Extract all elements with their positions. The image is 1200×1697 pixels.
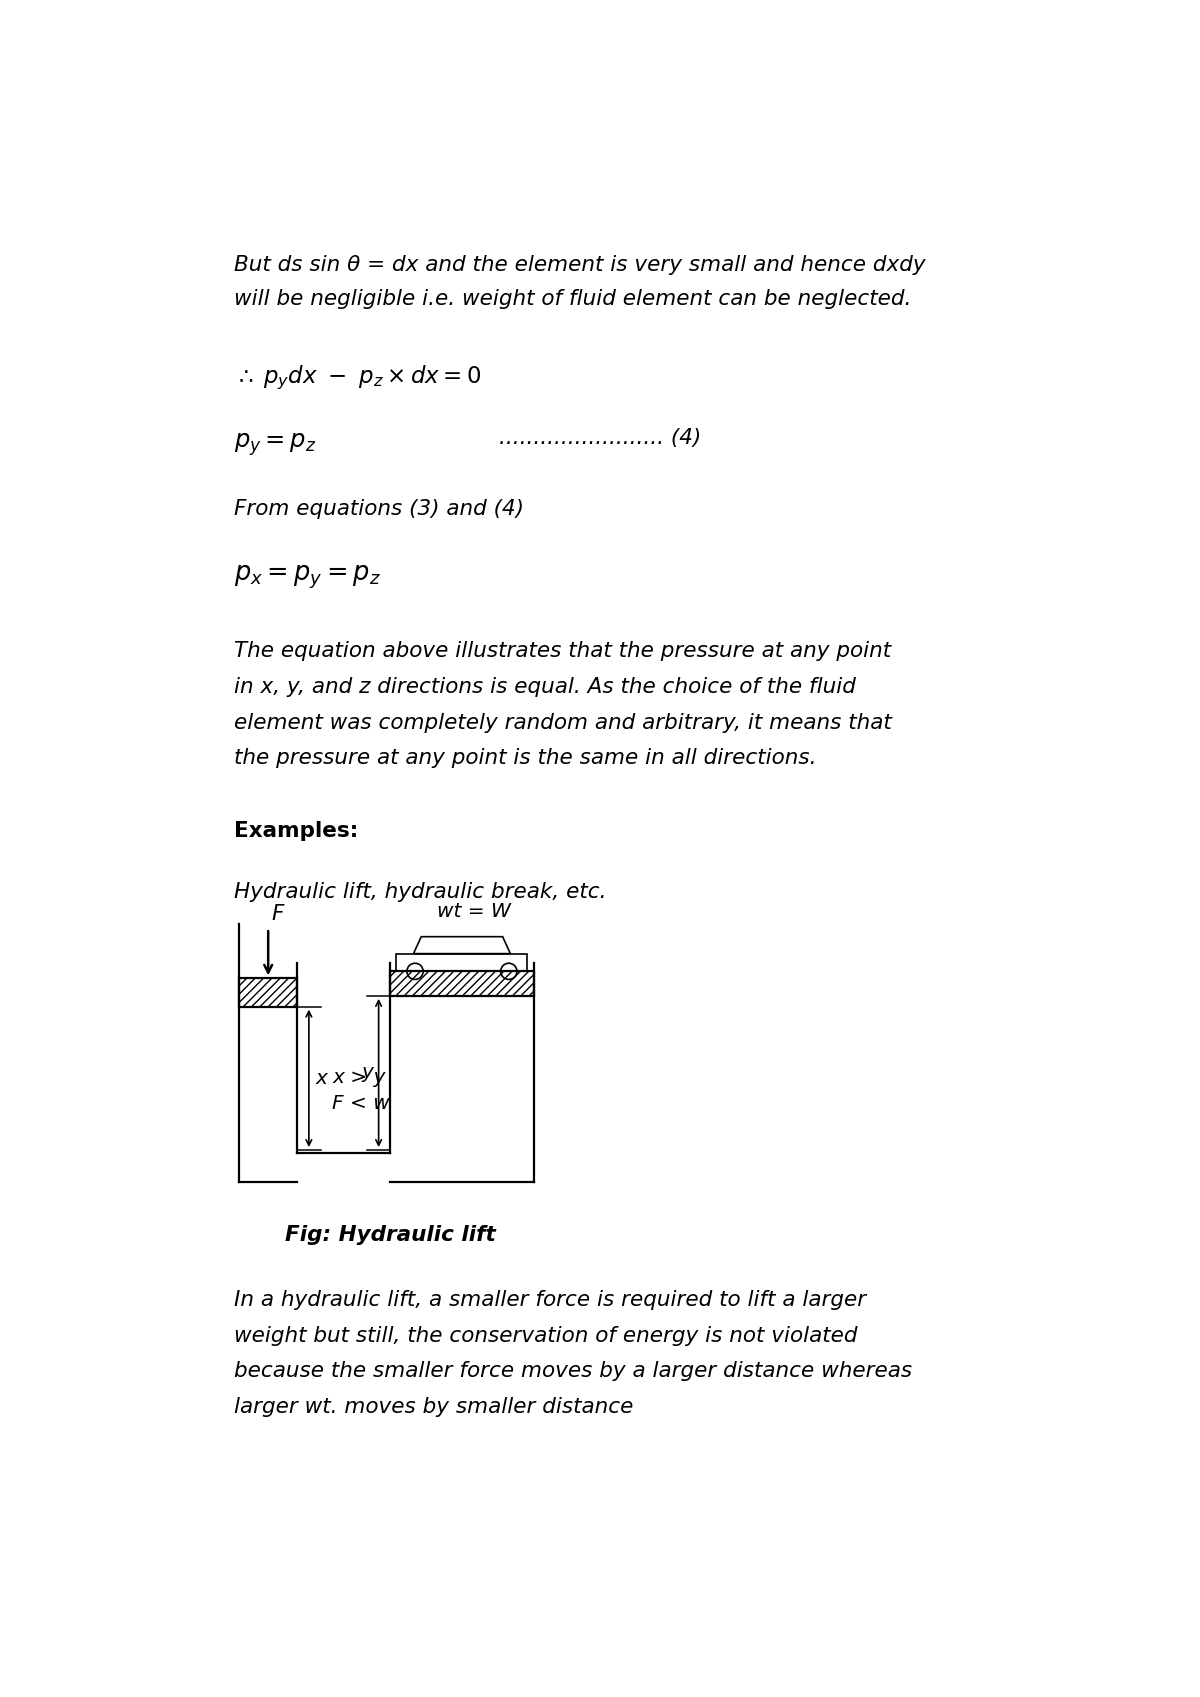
- Text: in x, y, and z directions is equal. As the choice of the fluid: in x, y, and z directions is equal. As t…: [234, 677, 856, 697]
- Text: Fig: Hydraulic lift: Fig: Hydraulic lift: [284, 1225, 496, 1244]
- Text: because the smaller force moves by a larger distance whereas: because the smaller force moves by a lar…: [234, 1361, 912, 1381]
- Text: will be negligible i.e. weight of fluid element can be neglected.: will be negligible i.e. weight of fluid …: [234, 288, 911, 309]
- FancyBboxPatch shape: [390, 971, 534, 996]
- Text: F: F: [271, 903, 283, 923]
- Text: weight but still, the conservation of energy is not violated: weight but still, the conservation of en…: [234, 1325, 857, 1346]
- Text: y: y: [361, 1064, 373, 1083]
- Text: $p_y = p_z$: $p_y = p_z$: [234, 431, 317, 458]
- Text: ........................ (4): ........................ (4): [499, 428, 701, 448]
- Text: The equation above illustrates that the pressure at any point: The equation above illustrates that the …: [234, 641, 890, 662]
- Text: From equations (3) and (4): From equations (3) and (4): [234, 499, 523, 519]
- Text: larger wt. moves by smaller distance: larger wt. moves by smaller distance: [234, 1397, 634, 1417]
- Text: wt = W: wt = W: [437, 901, 510, 920]
- Text: $p_x = p_y = p_z$: $p_x = p_y = p_z$: [234, 563, 380, 591]
- Text: $p_y dx\ -\ p_z \times dx = 0$: $p_y dx\ -\ p_z \times dx = 0$: [263, 363, 481, 392]
- FancyBboxPatch shape: [239, 977, 298, 1006]
- Text: F < w: F < w: [332, 1095, 390, 1113]
- Text: x > y: x > y: [332, 1069, 385, 1088]
- Text: Examples:: Examples:: [234, 821, 358, 842]
- Text: element was completely random and arbitrary, it means that: element was completely random and arbitr…: [234, 713, 892, 733]
- Text: $\therefore$: $\therefore$: [234, 363, 253, 387]
- Text: But ds sin θ = dx and the element is very small and hence dxdy: But ds sin θ = dx and the element is ver…: [234, 255, 925, 275]
- Text: x: x: [316, 1069, 326, 1088]
- Text: In a hydraulic lift, a smaller force is required to lift a larger: In a hydraulic lift, a smaller force is …: [234, 1290, 866, 1310]
- Text: the pressure at any point is the same in all directions.: the pressure at any point is the same in…: [234, 748, 816, 769]
- Text: Hydraulic lift, hydraulic break, etc.: Hydraulic lift, hydraulic break, etc.: [234, 882, 606, 903]
